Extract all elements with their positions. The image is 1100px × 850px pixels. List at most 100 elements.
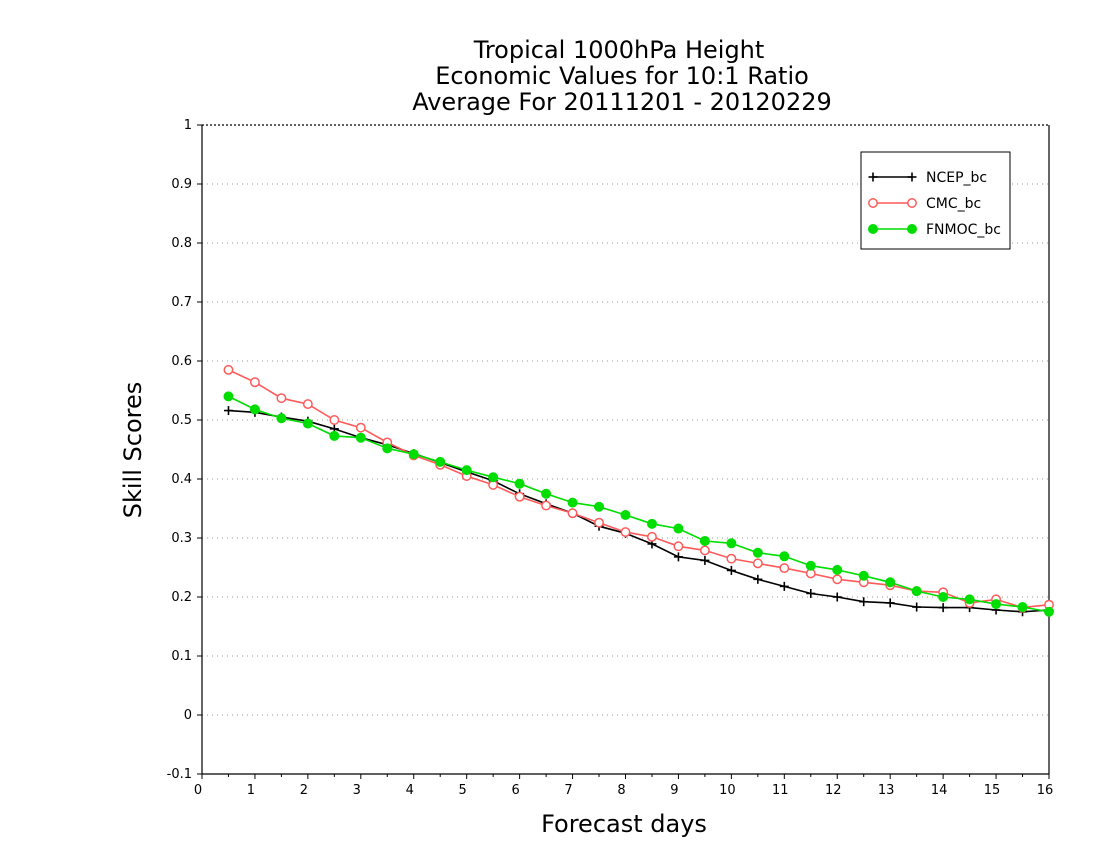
y-tick-label: 0.1 — [171, 649, 192, 664]
data-point-CMC_bc — [355, 422, 366, 433]
x-tick-label: 8 — [617, 783, 625, 798]
data-point-FNMOC_bc — [488, 472, 499, 483]
data-point-FNMOC_bc — [514, 478, 525, 489]
series-line-FNMOC_bc — [228, 395, 1050, 613]
data-point-FNMOC_bc — [620, 509, 631, 520]
y-tick-label: 0.4 — [171, 472, 192, 487]
data-point-CMC_bc — [567, 508, 578, 519]
data-point-FNMOC_bc — [461, 465, 472, 476]
y-tick-label: 0.5 — [171, 413, 192, 428]
data-point-CMC_bc — [673, 541, 684, 552]
data-point-CMC_bc — [832, 574, 843, 585]
legend-entries: NCEP_bc CMC_bc FNMOC_bc — [868, 170, 1001, 238]
grid-lines — [202, 183, 1049, 716]
legend-label: CMC_bc — [926, 196, 981, 212]
legend-marker-start — [868, 224, 878, 234]
data-point-FNMOC_bc — [911, 586, 922, 597]
data-point-CMC_bc — [699, 545, 710, 556]
data-point-FNMOC_bc — [329, 430, 340, 441]
chart-title-line-2: Economic Values for 10:1 Ratio — [435, 62, 809, 90]
data-point-FNMOC_bc — [249, 404, 260, 415]
x-tick-label: 15 — [984, 783, 1001, 798]
legend-marker-start — [868, 198, 878, 208]
data-point-CMC_bc — [620, 527, 631, 538]
x-tick-label: 4 — [406, 783, 414, 798]
x-tick-label: 9 — [670, 783, 678, 798]
legend-marker-start — [868, 172, 878, 182]
series-line-CMC_bc — [228, 369, 1050, 609]
data-point-NCEP_bc — [912, 602, 922, 612]
chart-title-line-1: Tropical 1000hPa Height — [473, 36, 765, 64]
data-point-FNMOC_bc — [938, 592, 949, 602]
data-point-CMC_bc — [541, 500, 552, 511]
data-point-FNMOC_bc — [832, 564, 843, 575]
y-tick-label: 1 — [184, 118, 192, 133]
data-point-NCEP_bc — [700, 555, 710, 565]
data-point-NCEP_bc — [859, 597, 869, 607]
data-point-NCEP_bc — [938, 603, 948, 613]
data-point-CMC_bc — [779, 563, 790, 574]
data-point-FNMOC_bc — [594, 501, 605, 512]
data-point-CMC_bc — [249, 377, 260, 388]
y-tick-label: 0 — [184, 708, 192, 723]
x-tick-label: 16 — [1037, 783, 1054, 798]
x-axis-ticks: 0 1 2 3 4 5 6 7 8 9 10 11 12 13 14 15 16 — [194, 774, 1053, 798]
x-tick-label: 12 — [825, 783, 842, 798]
data-point-CMC_bc — [514, 491, 525, 502]
data-point-CMC_bc — [726, 553, 737, 564]
data-point-FNMOC_bc — [964, 594, 975, 605]
data-point-FNMOC_bc — [885, 577, 896, 588]
data-point-FNMOC_bc — [382, 443, 393, 454]
legend-marker-end — [907, 224, 917, 234]
data-point-NCEP_bc — [726, 565, 736, 575]
data-point-FNMOC_bc — [726, 538, 737, 549]
y-tick-label: 0.7 — [171, 295, 192, 310]
x-tick-label: 1 — [247, 783, 255, 798]
data-point-FNMOC_bc — [408, 449, 419, 460]
legend-entry-NCEP_bc: NCEP_bc — [868, 170, 987, 186]
data-point-FNMOC_bc — [355, 432, 366, 443]
chart-title: Tropical 1000hPa Height Economic Values … — [412, 36, 832, 116]
legend-label: NCEP_bc — [926, 170, 987, 186]
legend-marker-end — [907, 198, 917, 208]
y-axis-ticks: -0.1 0 0.1 0.2 0.3 0.4 0.5 0.6 0.7 0.8 0.9 1 — [167, 118, 202, 782]
data-point-NCEP_bc — [832, 592, 842, 602]
data-point-CMC_bc — [223, 364, 234, 375]
y-tick-label: 0.9 — [171, 177, 192, 192]
data-point-FNMOC_bc — [805, 560, 816, 571]
data-point-NCEP_bc — [806, 588, 816, 598]
legend-entry-FNMOC_bc: FNMOC_bc — [868, 222, 1001, 238]
x-tick-label: 3 — [353, 783, 361, 798]
y-tick-label: 0.3 — [171, 531, 192, 546]
data-point-FNMOC_bc — [302, 418, 313, 429]
data-point-FNMOC_bc — [541, 488, 552, 499]
x-tick-label: 14 — [931, 783, 948, 798]
data-point-FNMOC_bc — [699, 535, 710, 546]
data-point-CMC_bc — [647, 531, 657, 542]
x-axis-label: Forecast days — [541, 810, 707, 838]
data-point-FNMOC_bc — [435, 456, 446, 467]
y-tick-label: 0.2 — [171, 590, 192, 605]
y-tick-label: -0.1 — [167, 767, 192, 782]
data-point-NCEP_bc — [673, 552, 683, 562]
data-point-FNMOC_bc — [991, 599, 1002, 610]
data-point-NCEP_bc — [779, 581, 789, 591]
data-point-FNMOC_bc — [276, 413, 287, 424]
legend-box — [860, 151, 1011, 250]
chart-title-line-3: Average For 20111201 - 20120229 — [412, 88, 832, 116]
data-point-CMC_bc — [276, 393, 287, 404]
x-tick-label: 11 — [772, 783, 789, 798]
x-tick-label: 5 — [459, 783, 467, 798]
legend-entry-CMC_bc: CMC_bc — [868, 196, 981, 212]
data-point-NCEP_bc — [753, 574, 763, 584]
data-point-FNMOC_bc — [858, 570, 869, 581]
data-point-FNMOC_bc — [1017, 602, 1028, 613]
data-point-CMC_bc — [302, 399, 313, 410]
x-tick-label: 13 — [878, 783, 895, 798]
data-point-NCEP_bc — [885, 598, 895, 608]
data-point-NCEP_bc — [223, 406, 233, 416]
y-tick-label: 0.6 — [171, 354, 192, 369]
legend-label: FNMOC_bc — [926, 222, 1001, 238]
data-point-FNMOC_bc — [223, 391, 234, 402]
